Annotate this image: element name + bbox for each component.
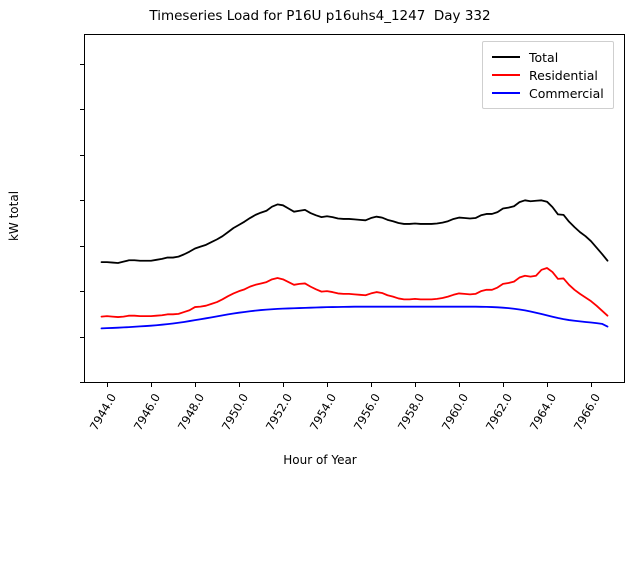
- line-series-total: [100, 199, 609, 264]
- x-axis-tick-mark: [371, 383, 372, 387]
- line-series-commercial: [100, 305, 609, 330]
- x-axis-tick-mark: [547, 383, 548, 387]
- x-axis-tick-mark: [107, 383, 108, 387]
- legend-item-label: Commercial: [529, 85, 604, 101]
- y-axis-tick-mark: [80, 200, 84, 202]
- y-axis-tick-mark: [80, 245, 84, 247]
- legend-line-swatch-icon: [492, 92, 520, 94]
- x-axis-tick-mark: [283, 383, 284, 387]
- x-axis-tick-mark: [591, 383, 592, 387]
- legend-line-swatch-icon: [492, 56, 520, 58]
- series-lines: [100, 199, 609, 330]
- y-axis-tick-mark: [80, 382, 84, 383]
- legend-item-label: Total: [529, 49, 559, 65]
- line-series-residential: [100, 267, 609, 318]
- x-axis-tick-mark: [459, 383, 460, 387]
- chart-figure: Timeseries Load for P16U p16uhs4_1247 Da…: [7, 8, 625, 467]
- x-axis-tick-mark: [239, 383, 240, 387]
- x-axis-tick-mark: [151, 383, 152, 387]
- y-axis-tick-mark: [80, 64, 84, 66]
- x-axis-tick-mark: [195, 383, 196, 387]
- chart-legend: Total Residential Commercial: [482, 41, 614, 109]
- legend-item-commercial[interactable]: Commercial: [492, 84, 604, 102]
- legend-line-swatch-icon: [492, 74, 520, 76]
- legend-item-label: Residential: [529, 67, 598, 83]
- x-axis-tick-mark: [503, 383, 504, 387]
- y-axis-tick-mark: [80, 291, 84, 293]
- y-axis-tick-mark: [80, 109, 84, 111]
- x-axis-tick-mark: [415, 383, 416, 387]
- x-axis-label: Hour of Year: [283, 453, 357, 467]
- legend-item-total[interactable]: Total: [492, 48, 604, 66]
- y-axis-tick-mark: [80, 154, 84, 156]
- chart-title: Timeseries Load for P16U p16uhs4_1247 Da…: [149, 8, 491, 24]
- y-axis-label: kW total: [7, 190, 22, 242]
- y-axis-tick-mark: [80, 336, 84, 338]
- legend-item-residential[interactable]: Residential: [492, 66, 604, 84]
- x-axis-tick-mark: [327, 383, 328, 387]
- plot-area: [84, 34, 625, 383]
